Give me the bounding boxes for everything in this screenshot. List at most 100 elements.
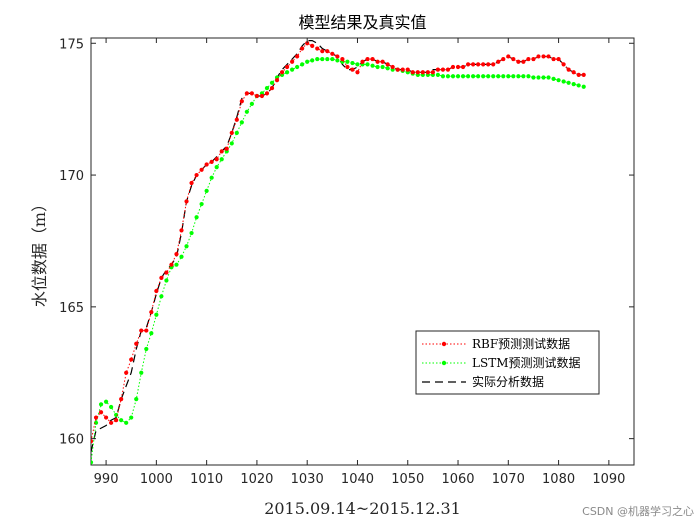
series-point-0 xyxy=(471,62,476,67)
x-tick-label: 1090 xyxy=(592,472,625,487)
series-point-0 xyxy=(264,91,270,96)
series-point-0 xyxy=(295,54,300,59)
series-point-1 xyxy=(174,262,179,267)
series-point-1 xyxy=(355,62,360,67)
series-point-0 xyxy=(506,54,511,59)
series-point-0 xyxy=(335,54,340,59)
series-point-0 xyxy=(450,64,456,70)
series-point-1 xyxy=(98,402,104,407)
chart-title: 模型结果及真实值 xyxy=(298,13,426,32)
series-point-1 xyxy=(234,130,239,135)
series-point-1 xyxy=(124,420,129,425)
series-point-1 xyxy=(295,64,300,70)
series-point-0 xyxy=(174,252,179,257)
series-point-1 xyxy=(546,75,551,80)
series-point-0 xyxy=(103,415,109,420)
series-point-0 xyxy=(244,91,249,96)
series-point-0 xyxy=(249,91,254,96)
series-point-0 xyxy=(284,64,290,70)
series-point-0 xyxy=(551,56,556,62)
series-point-0 xyxy=(370,56,375,62)
series-point-1 xyxy=(581,84,586,89)
series-point-1 xyxy=(571,82,576,87)
series-point-0 xyxy=(571,70,576,75)
x-tick-label: 1060 xyxy=(441,472,474,487)
series-point-1 xyxy=(460,74,466,79)
series-line-0 xyxy=(91,42,584,442)
series-point-0 xyxy=(179,228,184,233)
series-point-1 xyxy=(290,67,295,72)
watermark-text: CSDN @机器学习之心 xyxy=(582,504,694,518)
series-point-0 xyxy=(184,199,189,204)
series-point-0 xyxy=(330,51,335,56)
series-point-1 xyxy=(179,254,184,259)
series-point-1 xyxy=(194,215,199,220)
series-point-0 xyxy=(209,159,214,164)
series-point-1 xyxy=(139,370,144,375)
series-point-1 xyxy=(103,399,109,404)
legend-marker-0 xyxy=(441,341,447,347)
series-point-0 xyxy=(425,70,430,75)
series-point-0 xyxy=(290,59,295,64)
x-tick-label: 1010 xyxy=(190,472,223,487)
series-point-1 xyxy=(501,74,506,79)
y-axis-label: 水位数据（m） xyxy=(30,196,49,307)
series-layer xyxy=(91,39,586,465)
series-point-0 xyxy=(340,56,345,62)
series-point-0 xyxy=(541,54,546,59)
series-point-1 xyxy=(440,74,446,79)
series-point-1 xyxy=(576,83,581,88)
series-point-1 xyxy=(450,74,456,79)
series-point-1 xyxy=(345,59,350,64)
series-point-1 xyxy=(455,74,461,79)
legend-label-1: LSTM预测测试数据 xyxy=(472,355,580,370)
series-point-0 xyxy=(119,397,124,402)
series-point-1 xyxy=(144,346,149,352)
series-point-1 xyxy=(385,66,390,71)
series-point-1 xyxy=(184,244,189,249)
series-point-0 xyxy=(124,370,129,375)
series-point-0 xyxy=(521,59,526,64)
series-point-0 xyxy=(129,357,134,362)
series-point-1 xyxy=(335,58,340,63)
y-tick-label: 170 xyxy=(59,169,84,184)
series-point-1 xyxy=(149,331,154,336)
x-tick-label: 1030 xyxy=(291,472,324,487)
series-point-1 xyxy=(300,62,305,67)
series-point-1 xyxy=(435,72,441,78)
series-point-0 xyxy=(481,62,486,67)
series-point-0 xyxy=(420,70,425,75)
series-point-1 xyxy=(506,74,511,79)
series-point-0 xyxy=(164,270,169,275)
series-point-0 xyxy=(581,72,586,78)
series-point-1 xyxy=(214,165,219,170)
series-point-0 xyxy=(380,59,385,64)
series-point-1 xyxy=(516,74,521,79)
x-tick-label: 1070 xyxy=(492,472,525,487)
series-point-0 xyxy=(455,64,461,70)
series-point-0 xyxy=(189,180,194,186)
series-point-1 xyxy=(350,60,355,66)
series-point-0 xyxy=(109,420,114,425)
series-point-0 xyxy=(440,67,446,72)
series-point-0 xyxy=(355,70,360,75)
series-point-0 xyxy=(300,46,305,51)
series-point-0 xyxy=(194,172,199,178)
series-point-0 xyxy=(536,54,541,59)
y-tick-label: 175 xyxy=(59,37,84,52)
series-point-0 xyxy=(566,67,571,72)
legend-marker-1 xyxy=(441,360,447,366)
series-point-1 xyxy=(199,201,204,207)
series-point-0 xyxy=(491,62,496,67)
series-point-1 xyxy=(486,74,491,79)
series-point-1 xyxy=(465,74,471,79)
series-point-1 xyxy=(365,62,370,67)
series-point-0 xyxy=(239,99,244,104)
series-point-1 xyxy=(551,76,556,81)
series-point-0 xyxy=(91,439,94,444)
series-point-1 xyxy=(219,157,224,162)
x-tick-label: 1020 xyxy=(240,472,273,487)
series-point-0 xyxy=(204,162,209,167)
series-point-0 xyxy=(410,70,415,75)
